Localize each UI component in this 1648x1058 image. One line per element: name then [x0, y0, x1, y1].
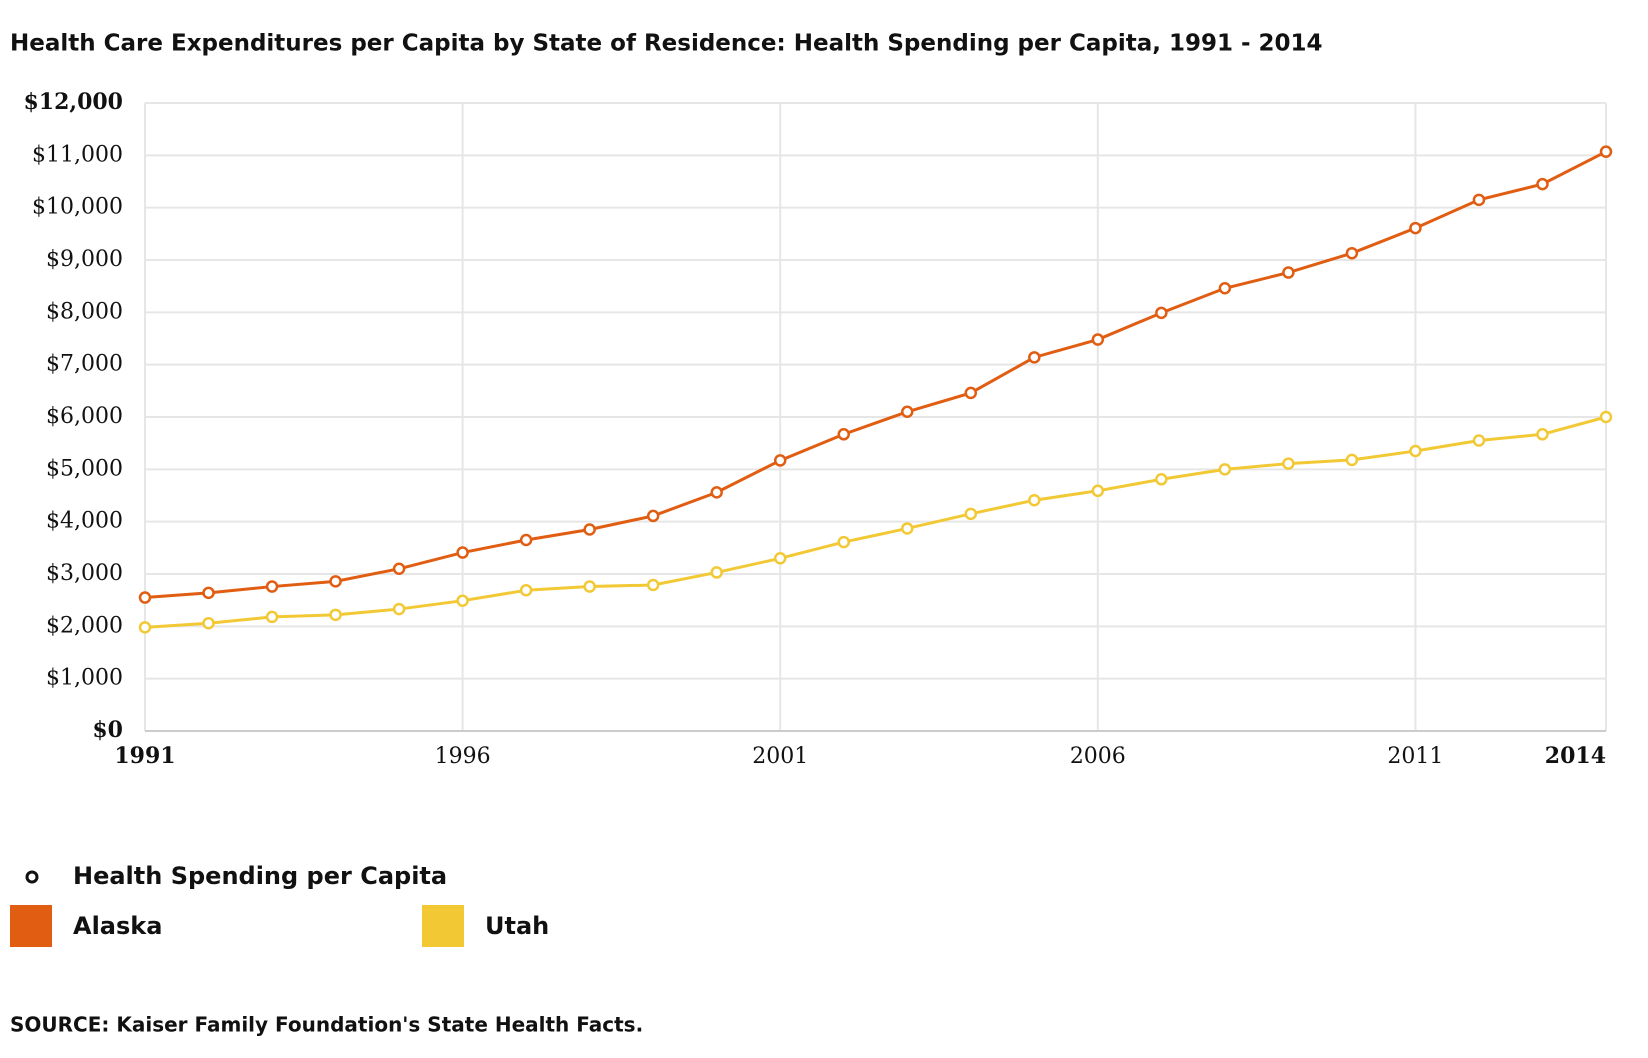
data-point — [456, 594, 469, 607]
data-point — [646, 509, 660, 523]
data-point — [1599, 145, 1613, 158]
data-point — [1091, 333, 1105, 346]
x-tick-label: 2006 — [1070, 744, 1126, 769]
data-point — [329, 608, 342, 622]
y-tick-label: $11,000 — [32, 142, 123, 167]
data-point — [1536, 428, 1549, 441]
data-point — [1218, 463, 1232, 476]
data-point — [1345, 453, 1359, 467]
data-point — [138, 591, 152, 604]
data-point — [583, 523, 596, 536]
data-point — [1282, 457, 1295, 470]
x-tick-label: 2001 — [752, 744, 808, 769]
legend-marker — [25, 870, 39, 884]
data-point — [392, 562, 406, 576]
y-tick-label: $12,000 — [23, 89, 123, 115]
data-point — [901, 522, 914, 535]
data-point — [710, 486, 723, 499]
source: SOURCE: Kaiser Family Foundation's State… — [10, 1013, 643, 1037]
x-tick-label: 1991 — [114, 743, 175, 769]
data-point — [901, 405, 914, 419]
data-point — [710, 566, 723, 579]
data-point — [202, 616, 215, 630]
y-tick-label: $1,000 — [46, 666, 123, 691]
y-tick-label: $7,000 — [46, 352, 123, 377]
data-point — [1091, 484, 1105, 498]
data-point — [646, 578, 660, 592]
data-point — [1028, 493, 1041, 507]
y-tick-label: $8,000 — [46, 299, 123, 324]
data-point — [1155, 306, 1168, 320]
data-point — [1472, 193, 1486, 207]
data-point — [773, 552, 787, 565]
y-tick-label: $6,000 — [46, 404, 123, 429]
y-tick-label: $5,000 — [46, 456, 123, 481]
data-point — [392, 602, 406, 616]
data-point — [1599, 410, 1613, 424]
x-tick-label: 1996 — [435, 744, 491, 769]
data-point — [1536, 177, 1549, 191]
data-point — [265, 580, 279, 593]
y-tick-label: $2,000 — [46, 613, 123, 638]
legend-title: Health Spending per Capita — [73, 862, 447, 890]
y-tick-label: $0 — [92, 717, 123, 743]
data-point — [1218, 282, 1232, 295]
data-point — [1409, 221, 1422, 235]
data-point — [1028, 351, 1041, 364]
data-point — [837, 428, 850, 441]
legend-swatch — [10, 905, 52, 947]
data-point — [202, 586, 215, 600]
data-point — [1472, 434, 1486, 447]
legend-swatch — [422, 905, 464, 947]
data-point — [964, 507, 978, 521]
legend-label: Alaska — [73, 912, 162, 940]
data-point — [265, 610, 279, 624]
series-line — [144, 415, 1607, 629]
data-point — [1409, 444, 1422, 458]
data-point — [1345, 246, 1359, 260]
y-tick-label: $3,000 — [46, 561, 123, 586]
series-line — [144, 150, 1607, 600]
data-point — [329, 575, 342, 588]
data-point — [1155, 473, 1168, 486]
y-tick-label: $9,000 — [46, 247, 123, 272]
data-point — [138, 621, 152, 634]
data-point — [519, 583, 533, 597]
data-point — [964, 386, 978, 400]
data-point — [583, 580, 596, 593]
x-tick-label: 2011 — [1387, 744, 1443, 769]
data-point — [519, 533, 533, 547]
y-tick-label: $4,000 — [46, 509, 123, 534]
legend-label: Utah — [485, 912, 549, 940]
data-point — [837, 535, 850, 549]
data-point — [773, 454, 787, 467]
chart-title: Health Care Expenditures per Capita by S… — [10, 31, 1323, 57]
data-point — [1282, 266, 1295, 279]
x-tick-label: 2014 — [1545, 743, 1606, 769]
y-tick-label: $10,000 — [32, 195, 123, 220]
data-point — [456, 546, 469, 559]
